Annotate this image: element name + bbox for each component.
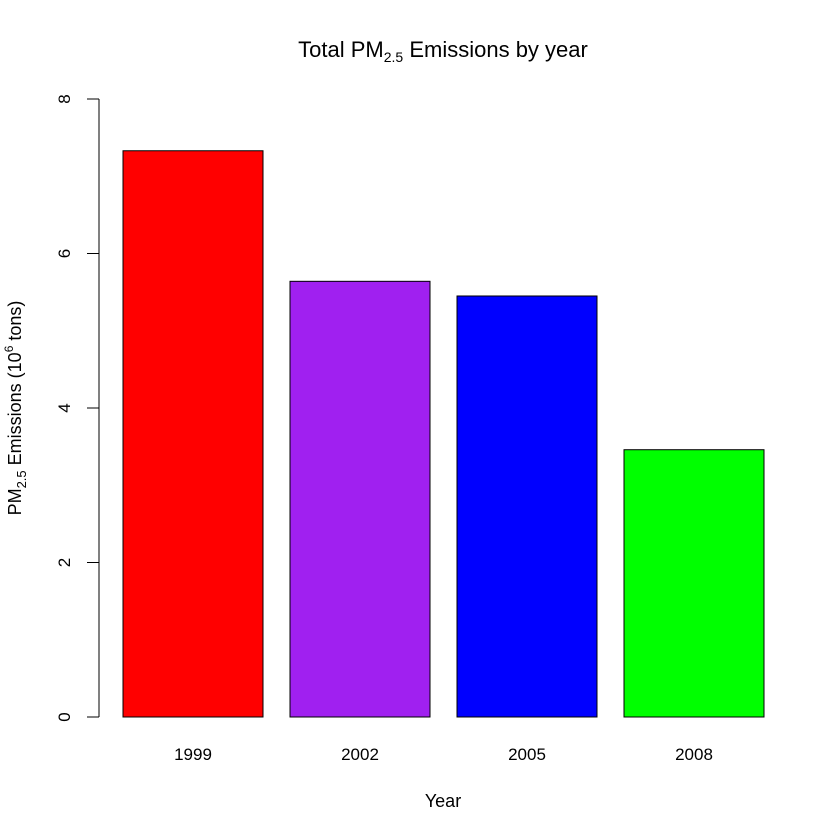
x-tick-label: 2002 xyxy=(341,745,379,764)
chart-title-prefix: Total PM xyxy=(298,37,384,62)
y-axis-label-prefix: PM xyxy=(5,488,25,515)
bars-group xyxy=(122,150,765,718)
x-tick-label: 1999 xyxy=(174,745,212,764)
bar-2002 xyxy=(289,280,431,718)
chart-title-suffix: Emissions by year xyxy=(403,37,588,62)
y-tick-label: 0 xyxy=(55,712,74,721)
x-tick-label: 2005 xyxy=(508,745,546,764)
y-axis-label-middle: Emissions (10 xyxy=(5,352,25,470)
chart-title-subscript: 2.5 xyxy=(384,49,404,65)
y-tick-label: 2 xyxy=(55,558,74,567)
y-axis-label-suffix: tons) xyxy=(5,301,25,346)
y-tick-label: 4 xyxy=(55,403,74,412)
chart-title: Total PM2.5 Emissions by year xyxy=(298,37,588,65)
x-axis-label: Year xyxy=(425,791,461,811)
x-tick-labels: 1999 2002 2005 2008 xyxy=(174,745,713,764)
y-axis-label: PM2.5 Emissions (106 tons) xyxy=(2,301,29,516)
y-axis-label-superscript: 6 xyxy=(2,345,16,352)
bar-2008 xyxy=(623,449,765,718)
y-axis: 0 2 4 6 8 xyxy=(55,94,100,722)
y-tick-label: 8 xyxy=(55,94,74,103)
y-axis-label-subscript: 2.5 xyxy=(14,470,29,488)
bar-2005 xyxy=(456,295,598,718)
x-tick-label: 2008 xyxy=(675,745,713,764)
bar-1999 xyxy=(122,150,264,718)
y-tick-label: 6 xyxy=(55,249,74,258)
